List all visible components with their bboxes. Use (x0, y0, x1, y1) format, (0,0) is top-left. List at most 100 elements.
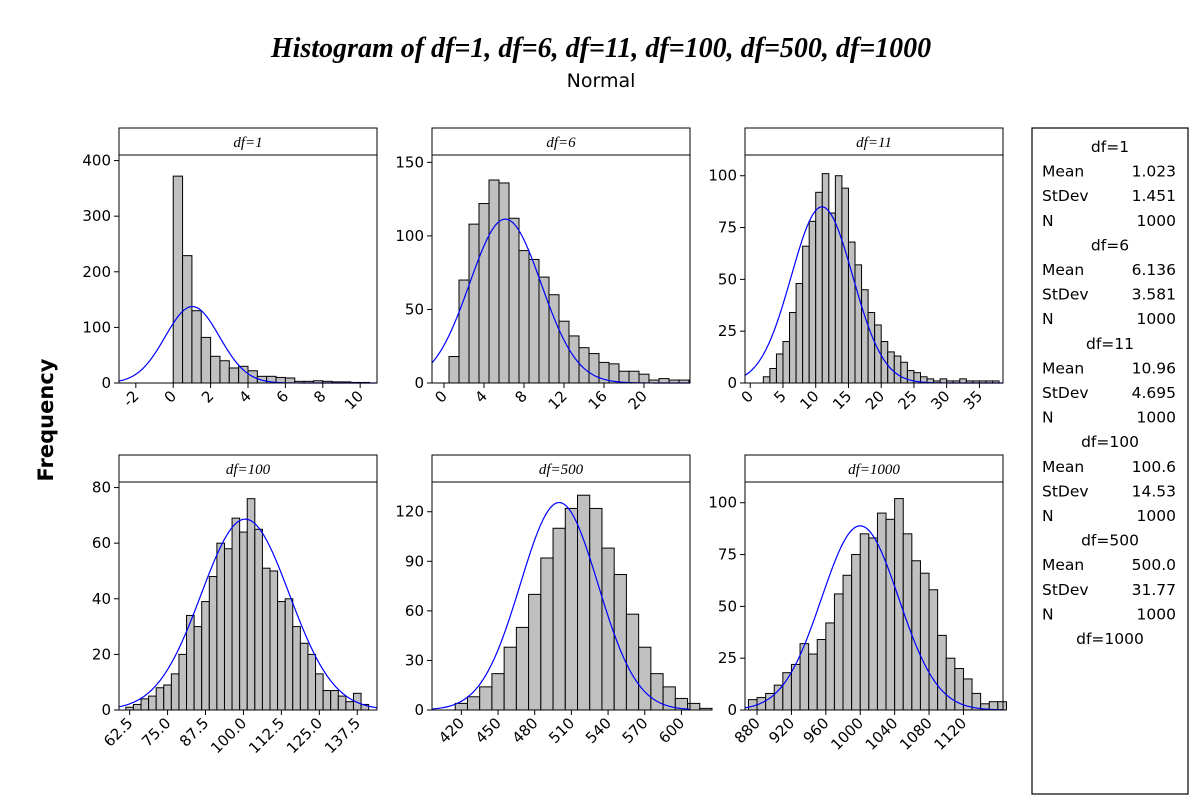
legend-frame (1031, 127, 1189, 795)
legend-stat-value: 500.0 (1132, 556, 1176, 574)
panel-strip-label: df=1 (233, 135, 262, 151)
panel-frame (431, 127, 691, 384)
histogram-bar (568, 335, 580, 384)
y-tick-label: 100 (82, 318, 111, 336)
histogram-bar (861, 289, 869, 384)
histogram-bar (178, 653, 188, 711)
panel-frame (118, 127, 378, 384)
legend-stat-name: Mean (1042, 261, 1084, 279)
x-tick-label: 1120 (930, 714, 970, 754)
histogram-bar (893, 355, 902, 384)
panel-strip-label: df=100 (226, 462, 271, 478)
legend-header: df=1 (1091, 138, 1129, 156)
y-tick-label: 400 (82, 152, 111, 170)
histogram-bar (458, 279, 470, 384)
histogram-bar (618, 370, 630, 384)
histogram-bar (172, 175, 184, 384)
legend-stat-value: 1000 (1137, 212, 1176, 230)
x-tick-label: 25 (894, 387, 920, 413)
histogram-bar (201, 601, 210, 711)
x-tick-label: 420 (435, 714, 468, 747)
histogram-bar (491, 673, 505, 711)
histogram-bar (789, 312, 797, 384)
y-tick-label: 0 (727, 701, 737, 719)
normal-fit-curve (431, 501, 691, 710)
x-tick-label: 4 (235, 387, 254, 406)
x-tick-label: 62.5 (100, 714, 136, 750)
x-tick-label: 1080 (896, 714, 936, 754)
histogram-bar (859, 533, 870, 711)
histogram-bar (825, 622, 835, 711)
legend-stat-value: 1.023 (1132, 163, 1176, 181)
x-tick-label: 30 (927, 387, 953, 413)
histogram-bar (448, 356, 460, 384)
panel-strip-label: df=500 (539, 462, 584, 478)
histogram-bar (880, 341, 889, 384)
x-tick-label: 450 (472, 714, 505, 747)
histogram-bar (795, 283, 804, 384)
histogram-bar (488, 179, 500, 384)
x-tick-label: 125.0 (283, 714, 326, 757)
legend-stat-name: Mean (1042, 359, 1084, 377)
histogram-bar (322, 690, 332, 711)
histogram-bar (867, 312, 876, 384)
histogram-bar (808, 653, 818, 711)
y-tick-label: 75 (718, 546, 737, 564)
y-tick-label: 60 (405, 602, 424, 620)
histogram-bar (466, 696, 481, 711)
histogram-bar (589, 507, 603, 711)
normal-fit-curve (744, 525, 1004, 711)
x-tick-label: 600 (655, 714, 688, 747)
histogram-bar (628, 370, 640, 384)
x-tick-label: 20 (625, 387, 651, 413)
histogram-bar (815, 191, 823, 384)
panel-strip-label: df=11 (856, 135, 892, 151)
histogram-bar (997, 701, 1007, 711)
histogram-bar (842, 574, 853, 711)
histogram-bar (828, 212, 836, 384)
histogram-bar (911, 560, 921, 711)
histogram-bar (775, 353, 784, 384)
x-tick-label: 5 (770, 387, 789, 406)
histogram-bar (802, 245, 810, 384)
histogram-bar (292, 626, 301, 711)
legend-stat-name: N (1042, 212, 1054, 230)
histogram-bar (307, 653, 317, 711)
y-tick-label: 30 (405, 651, 424, 669)
histogram-bar (193, 626, 203, 711)
panel-df6: df=6 0 50 100 150 0 4 8 12 16 20 (395, 127, 691, 413)
x-tick-label: 1000 (827, 714, 867, 754)
x-tick-label: 510 (545, 714, 578, 747)
x-tick-label: 15 (829, 387, 855, 413)
histogram-bar (503, 646, 517, 711)
histogram-bar (608, 363, 620, 384)
histogram-bar (564, 507, 579, 711)
panel-strip-label: df=6 (546, 135, 576, 151)
legend-header: df=6 (1091, 236, 1129, 254)
legend-stat-value: 100.6 (1132, 458, 1176, 476)
histogram-bar (228, 367, 240, 384)
x-tick-label: 2 (198, 387, 217, 406)
y-tick-label: 50 (718, 597, 737, 615)
legend-stat-name: N (1042, 605, 1054, 623)
histogram-bar (638, 373, 650, 384)
x-tick-label: 880 (731, 714, 764, 747)
legend-stat-name: Mean (1042, 163, 1084, 181)
histogram-bar (658, 378, 670, 384)
histogram-bar (508, 217, 520, 384)
y-tick-label: 150 (395, 153, 424, 171)
histogram-bar (900, 361, 908, 384)
histogram-bar (170, 673, 180, 711)
histogram-bar (851, 554, 861, 711)
legend-stat-value: 14.53 (1132, 482, 1176, 500)
panel-frame (431, 454, 691, 711)
panel-df500: df=500 0 30 60 90 120 420 450 480 510 540 570 600 (395, 454, 713, 747)
x-tick-label: 12 (545, 387, 571, 413)
histogram-bar (773, 684, 784, 711)
histogram-bar (454, 702, 468, 711)
legend-box: df=1 Mean 1.023 StDev 1.451 N 1000 df=6 Mean 6.13… (1031, 127, 1189, 795)
y-tick-label: 0 (414, 374, 424, 392)
histogram-bar (337, 695, 347, 711)
y-tick-label: 20 (92, 645, 111, 663)
